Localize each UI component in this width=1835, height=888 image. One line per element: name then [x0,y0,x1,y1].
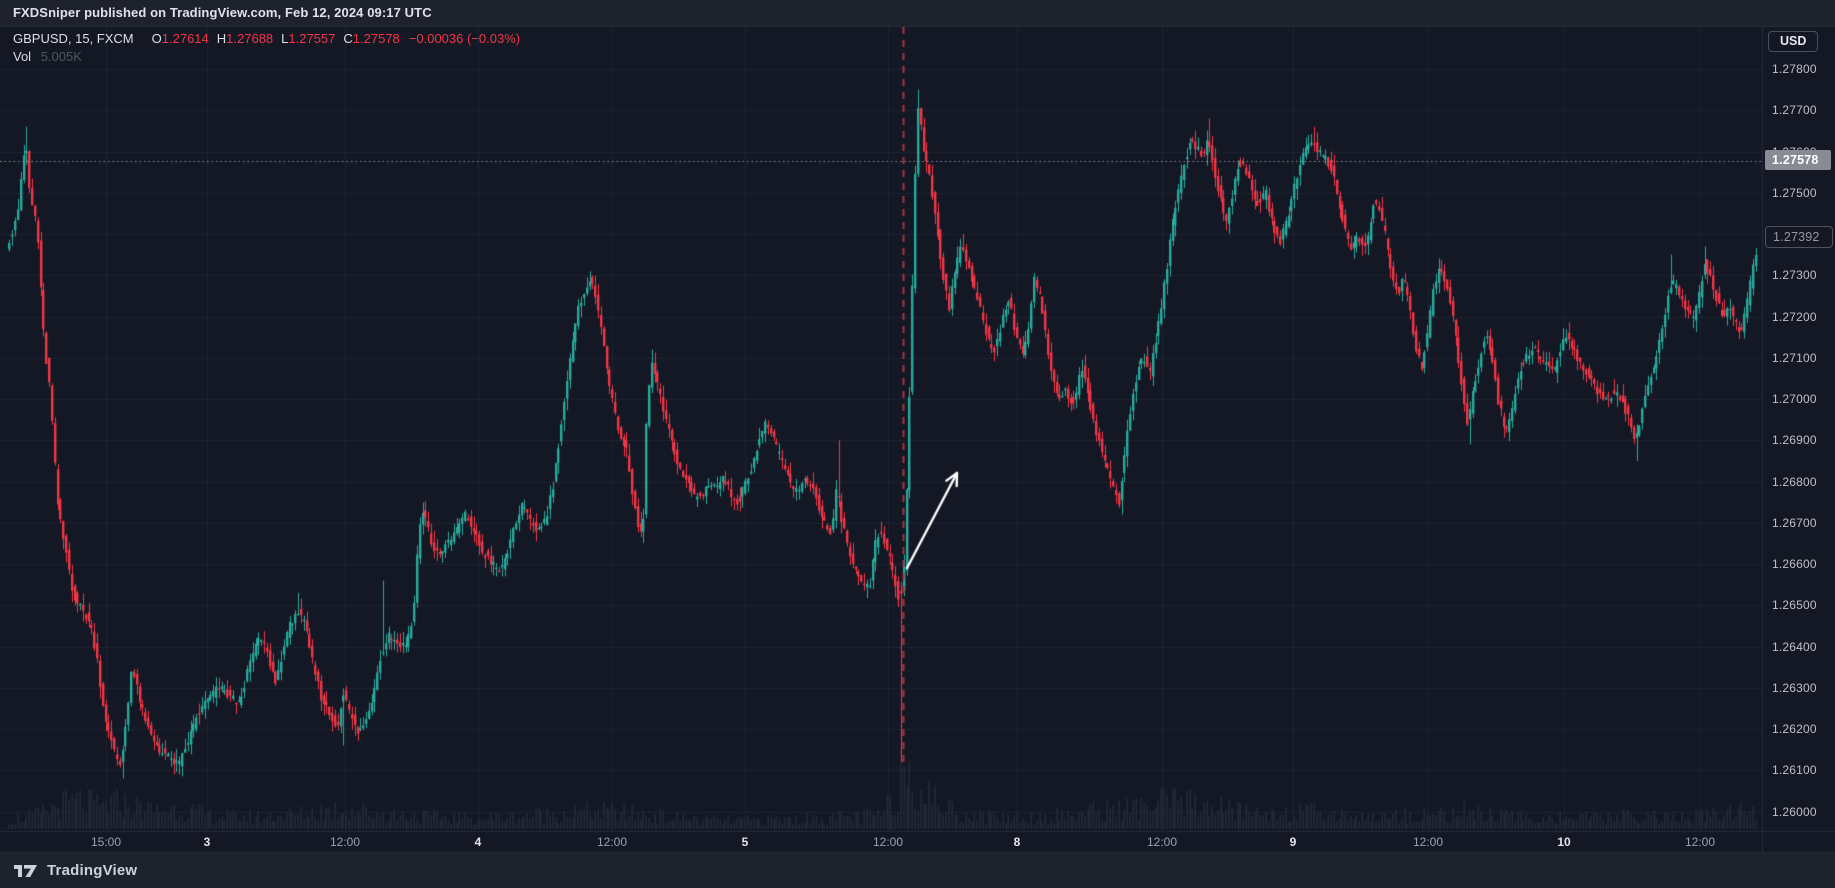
change-value: −0.00036 (−0.03%) [408,31,521,46]
time-tick-label: 3 [203,835,211,849]
price-tick-label: 1.26000 [1772,804,1817,819]
legend-ohlc-row: GBPUSD, 15, FXCM O1.27614 H1.27688 L1.27557… [13,31,520,47]
price-tick-label: 1.26200 [1772,722,1817,736]
chart-legend: GBPUSD, 15, FXCM O1.27614 H1.27688 L1.27557… [13,31,520,65]
time-tick-label: 9 [1289,835,1297,849]
time-tick-label: 10 [1557,835,1571,849]
legend-volume-row: Vol 5.005K [13,49,520,65]
current-price-label: 1.27578 [1765,150,1831,171]
volume-label: Vol [13,49,32,64]
published-info: FXDSniper published on TradingView.com, … [13,5,432,20]
time-tick-label: 12:00 [1146,835,1178,849]
currency-toggle-usd[interactable]: USD [1768,31,1819,52]
price-tick-label: 1.27000 [1772,392,1817,406]
time-tick-label: 12:00 [1412,835,1444,849]
ohlc-letter: L [281,31,289,46]
footer-brand[interactable]: TradingView [47,862,138,879]
price-tick-label: 1.26100 [1772,763,1817,778]
ohlc-letter: H [216,31,227,46]
time-tick-label: 4 [474,835,482,849]
ohlc-values: O1.27614 H1.27688 L1.27557 C1.27578 [144,31,400,46]
price-tick-label: 1.26800 [1772,474,1817,489]
time-tick-label: 12:00 [596,835,628,849]
time-tick-label: 15:00 [90,835,122,849]
ohlc-letter: O [151,31,162,46]
price-tick-label: 1.27700 [1772,103,1817,118]
time-tick-label: 12:00 [1684,835,1716,849]
time-tick-label: 12:00 [329,835,361,849]
price-tick-label: 1.26700 [1772,515,1817,530]
last-price-label: 1.27392 [1765,226,1833,249]
price-tick-label: 1.27500 [1772,185,1817,200]
price-tick-label: 1.26900 [1772,433,1817,448]
price-tick-label: 1.26500 [1772,598,1817,613]
footer-bar: TradingView [0,853,1835,888]
volume-value: 5.005K [40,49,82,64]
price-tick-label: 1.27300 [1772,268,1817,283]
price-tick-label: 1.26400 [1772,639,1817,654]
price-tick-label: 1.27100 [1772,350,1817,365]
ohlc-value: 1.27614 [161,31,209,46]
time-axis[interactable]: 15:00 3 12:00 4 12:00 5 12:00 8 12:00 9 12:00 10 12:… [0,831,1762,853]
price-axis[interactable]: 1.278001.277001.276001.275001.273001.272… [1763,0,1835,853]
time-tick-label: 12:00 [872,835,904,849]
ohlc-value: 1.27578 [352,31,400,46]
time-tick-label: 8 [1013,835,1021,849]
ohlc-value: 1.27557 [288,31,336,46]
header-bar: FXDSniper published on TradingView.com, … [0,0,1835,27]
ohlc-value: 1.27688 [226,31,274,46]
ohlc-letter: C [343,31,353,46]
price-tick-label: 1.26600 [1772,557,1817,571]
symbol-title[interactable]: GBPUSD, 15, FXCM [13,31,134,46]
price-tick-label: 1.27800 [1772,62,1817,76]
price-tick-label: 1.26300 [1772,680,1817,695]
price-tick-label: 1.27200 [1772,309,1817,324]
time-tick-label: 5 [741,835,749,849]
tradingview-logo-icon[interactable] [13,862,39,880]
